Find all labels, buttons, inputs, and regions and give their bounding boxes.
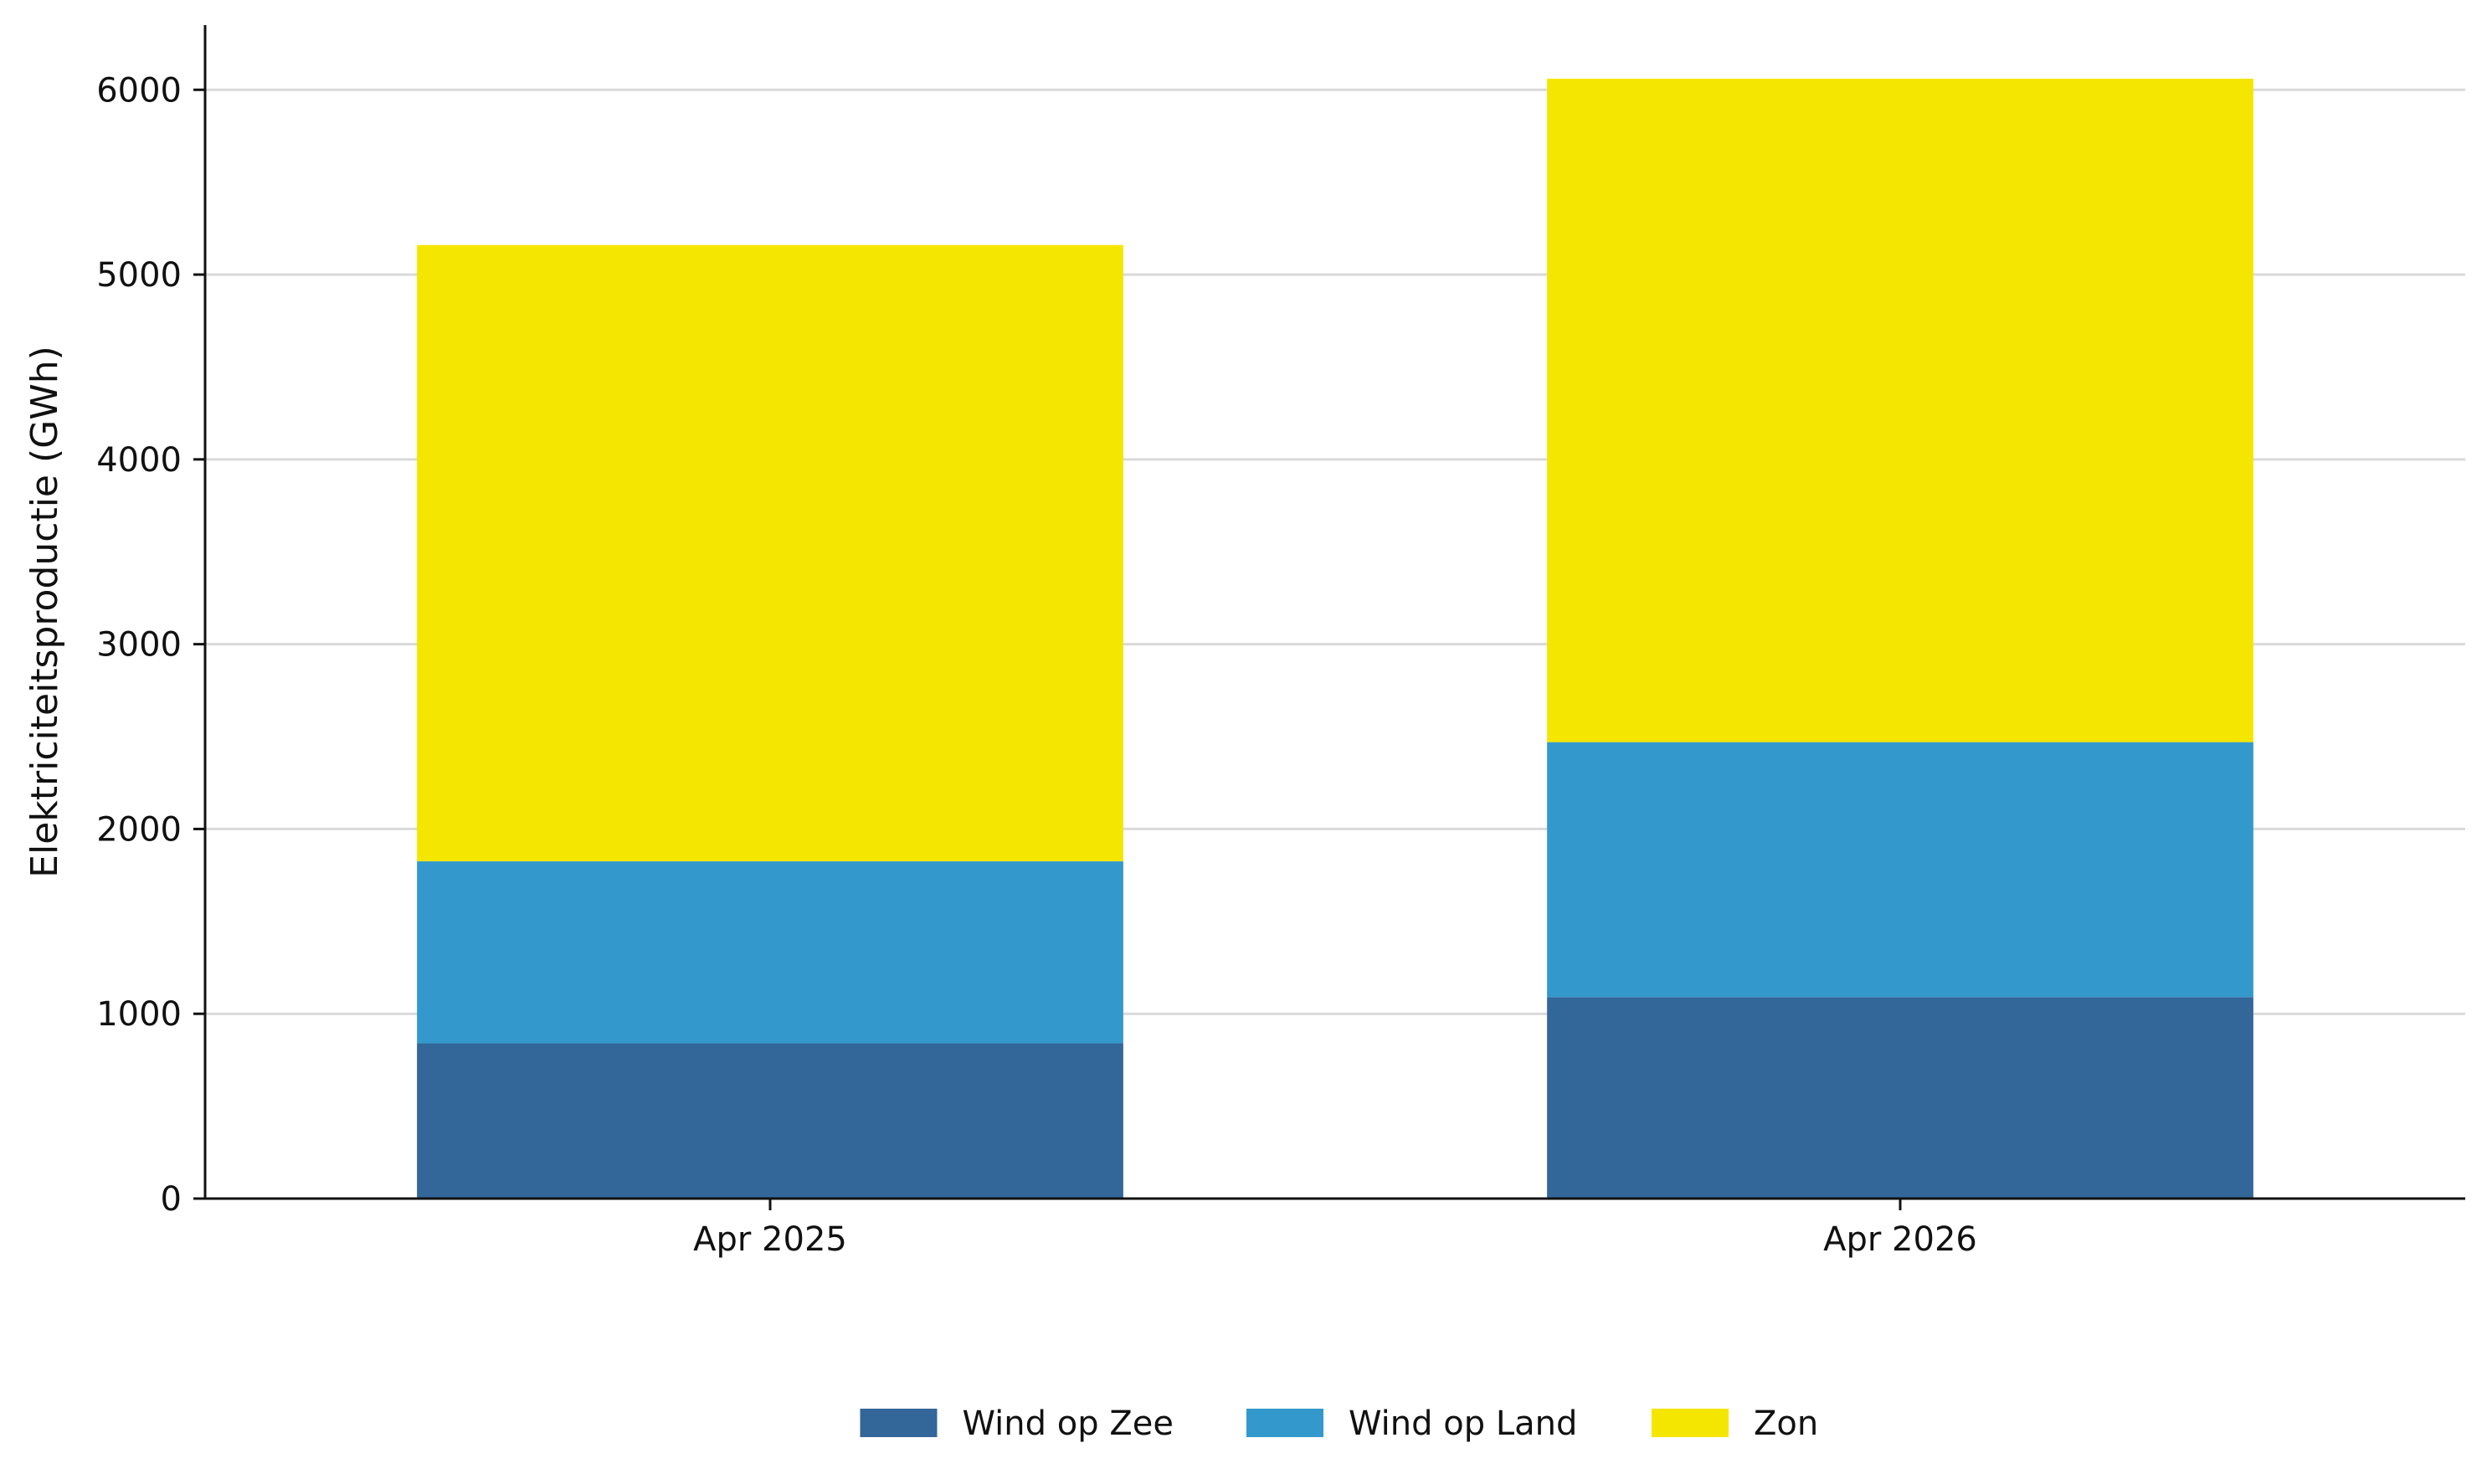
y-tick-label: 2000 — [96, 810, 182, 849]
legend: Wind op Zee Wind op Land Zon — [860, 1404, 1818, 1443]
bar-segment-zon — [417, 244, 1123, 862]
y-axis-title: Elektriciteitsproductie (GWh) — [23, 346, 66, 878]
x-axis-ticks: Apr 2025 Apr 2026 — [693, 1199, 1977, 1259]
x-tick-label: Apr 2025 — [693, 1220, 847, 1259]
y-tick-label: 5000 — [96, 256, 182, 295]
bar-segment-wind-op-land — [417, 861, 1123, 1044]
legend-item: Wind op Land — [1246, 1404, 1577, 1443]
legend-label: Wind op Zee — [963, 1404, 1174, 1443]
legend-label: Zon — [1754, 1404, 1818, 1443]
y-axis-ticks: 0 1000 2000 3000 4000 5000 6000 — [96, 71, 205, 1219]
bars — [417, 79, 2253, 1199]
legend-label: Wind op Land — [1349, 1404, 1577, 1443]
legend-item: Zon — [1652, 1404, 1818, 1443]
y-tick-label: 4000 — [96, 441, 182, 480]
bar-segment-wind-op-land — [1547, 742, 2253, 998]
legend-swatch — [860, 1409, 938, 1437]
y-tick-label: 1000 — [96, 995, 182, 1034]
bar-segment-wind-op-zee — [417, 1043, 1123, 1199]
y-tick-label: 3000 — [96, 626, 182, 665]
legend-swatch — [1246, 1409, 1323, 1437]
y-tick-label: 6000 — [96, 71, 182, 110]
y-tick-label: 0 — [161, 1180, 182, 1219]
bar-segment-wind-op-zee — [1547, 997, 2253, 1199]
legend-item: Wind op Zee — [860, 1404, 1174, 1443]
axes — [193, 25, 2465, 1200]
bar-segment-zon — [1547, 79, 2253, 742]
x-tick-label: Apr 2026 — [1823, 1220, 1977, 1259]
legend-swatch — [1652, 1409, 1729, 1437]
